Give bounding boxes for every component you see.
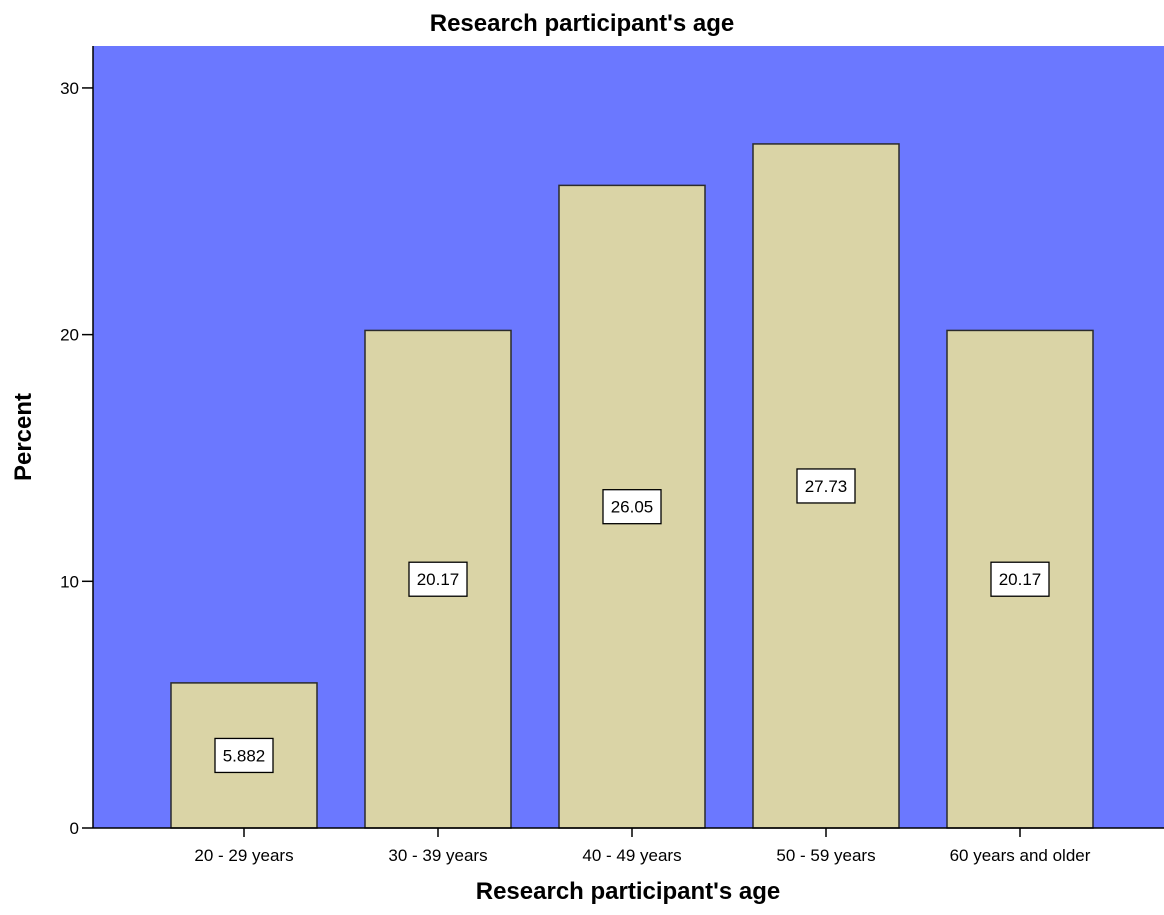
x-tick-label-2: 40 - 49 years (582, 846, 681, 865)
y-axis-label: Percent (10, 393, 37, 481)
data-label-0: 5.882 (214, 737, 274, 774)
y-tick-label-3: 30 (60, 79, 79, 98)
data-label-text-2: 26.05 (611, 498, 654, 517)
x-tick-label-4: 60 years and older (950, 846, 1091, 865)
data-label-3: 27.73 (796, 468, 856, 504)
x-tick-label-1: 30 - 39 years (388, 846, 487, 865)
data-label-1: 20.17 (408, 561, 468, 597)
y-tick-label-1: 10 (60, 572, 79, 591)
x-tick-label-3: 50 - 59 years (776, 846, 875, 865)
data-labels: 5.882 20.17 26.05 27.73 20.17 (214, 468, 1050, 774)
data-label-text-0: 5.882 (223, 746, 266, 765)
data-label-box-2 (602, 489, 662, 525)
data-label-box-0 (214, 737, 274, 774)
data-label-box-3 (796, 468, 856, 504)
data-label-box-1 (408, 561, 468, 597)
data-label-text-3: 27.73 (805, 477, 848, 496)
data-label-box-4 (990, 561, 1050, 597)
data-label-2: 26.05 (602, 489, 662, 525)
x-axis-ticks: 20 - 29 years 30 - 39 years 40 - 49 years 5… (194, 828, 1091, 865)
y-axis-ticks: 0 10 20 30 (60, 79, 93, 838)
chart-title: Research participant's age (430, 10, 735, 37)
x-tick-label-0: 20 - 29 years (194, 846, 293, 865)
data-label-4: 20.17 (990, 561, 1050, 597)
y-tick-label-0: 0 (70, 819, 79, 838)
x-axis-label: Research participant's age (476, 878, 781, 905)
y-tick-label-2: 20 (60, 326, 79, 345)
data-label-text-4: 20.17 (999, 570, 1042, 589)
data-label-text-1: 20.17 (417, 570, 460, 589)
